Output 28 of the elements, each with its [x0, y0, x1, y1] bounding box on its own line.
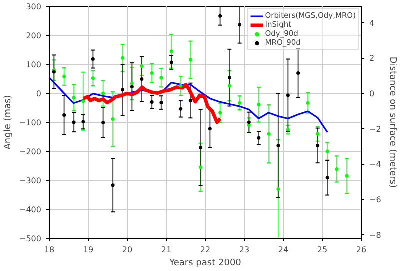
- y-tick-label: 300: [26, 2, 42, 12]
- y-tick-label: −400: [20, 206, 42, 214]
- y2-tick-label: −4: [370, 160, 382, 170]
- y-axis-title: Angle (mas): [4, 95, 14, 150]
- y2-axis-title: Distance on surface (meters): [387, 56, 398, 188]
- x-tick-label: 20: [122, 246, 133, 254]
- x-tick-label: 26: [356, 246, 367, 254]
- y-tick-label: −100: [20, 118, 42, 128]
- x-tick-label: 18: [44, 246, 55, 254]
- y2-tick-label: −8: [370, 230, 382, 240]
- x-tick-label: 21: [161, 246, 172, 254]
- x-tick-label: 22: [200, 246, 211, 254]
- y2-tick-label: −2: [370, 124, 382, 134]
- x-axis-title: Years past 2000: [168, 258, 242, 268]
- y-tick-label: −500: [20, 234, 42, 244]
- x-tick-label: 19: [83, 246, 94, 254]
- y-tick-label: 100: [26, 60, 42, 70]
- x-tick-label: 23: [239, 246, 250, 254]
- y2-tick-label: 2: [370, 54, 375, 64]
- y-tick-label: −300: [20, 176, 42, 186]
- y2-tick-label: 0: [370, 90, 375, 98]
- x-tick-label: 24: [278, 246, 289, 254]
- y2-tick-label: 4: [370, 18, 375, 28]
- x-tick-label: 25: [317, 246, 328, 254]
- y2-tick-label: −6: [370, 196, 382, 205]
- y-tick-label: −200: [20, 148, 42, 156]
- y-tick-label: 0: [36, 90, 42, 98]
- y-tick-label: 200: [26, 32, 42, 40]
